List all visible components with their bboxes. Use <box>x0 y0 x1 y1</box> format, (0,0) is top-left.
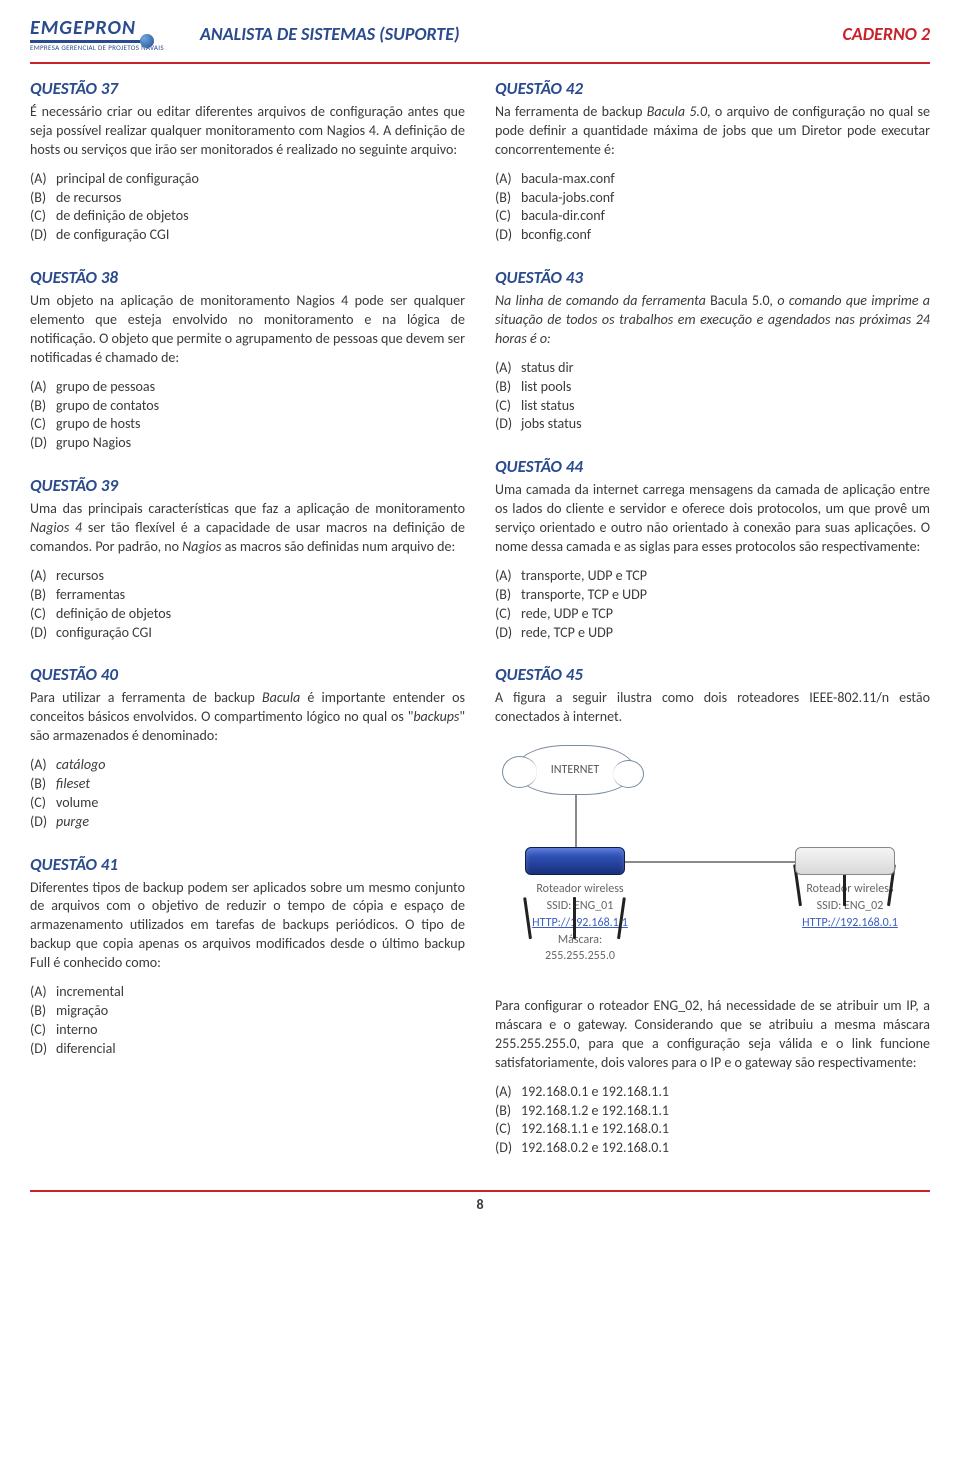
option-d: (D)192.168.0.2 e 192.168.0.1 <box>495 1139 930 1158</box>
question-options: (A)status dir (B)list pools (C)list stat… <box>495 359 930 435</box>
question-options: (A)192.168.0.1 e 192.168.1.1 (B)192.168.… <box>495 1083 930 1159</box>
question-45: QUESTÃO 45 A figura a seguir ilustra com… <box>495 664 930 1158</box>
router-2: Roteador wireless SSID: ENG_02 HTTP://19… <box>795 847 905 931</box>
option-d: (D)bconfig.conf <box>495 226 930 245</box>
question-options: (A)transporte, UDP e TCP (B)transporte, … <box>495 567 930 643</box>
question-options: (A)principal de configuração (B)de recur… <box>30 170 465 246</box>
option-d: (D)configuração CGI <box>30 624 465 643</box>
option-a: (A)transporte, UDP e TCP <box>495 567 930 586</box>
option-a: (A)recursos <box>30 567 465 586</box>
option-b: (B)192.168.1.2 e 192.168.1.1 <box>495 1102 930 1121</box>
question-body: Um objeto na aplicação de monitoramento … <box>30 292 465 368</box>
option-b: (B)list pools <box>495 378 930 397</box>
page-header: EMGEPRON EMPRESA GERENCIAL DE PROJETOS N… <box>30 10 930 64</box>
question-body: Diferentes tipos de backup podem ser apl… <box>30 879 465 973</box>
logo: EMGEPRON EMPRESA GERENCIAL DE PROJETOS N… <box>30 10 170 58</box>
question-body: Na ferramenta de backup Bacula 5.0, o ar… <box>495 103 930 160</box>
question-title: QUESTÃO 37 <box>30 78 465 101</box>
question-body: Uma camada da internet carrega mensagens… <box>495 481 930 557</box>
question-title: QUESTÃO 41 <box>30 854 465 877</box>
question-42: QUESTÃO 42 Na ferramenta de backup Bacul… <box>495 78 930 245</box>
network-diagram: INTERNET Roteador wireless SSID: ENG_01 … <box>495 737 930 987</box>
option-c: (C)de definição de objetos <box>30 207 465 226</box>
logo-swoosh <box>30 40 150 43</box>
header-title-right: CADERNO 2 <box>842 22 930 46</box>
option-a: (A)incremental <box>30 983 465 1002</box>
question-38: QUESTÃO 38 Um objeto na aplicação de mon… <box>30 267 465 453</box>
option-d: (D)jobs status <box>495 415 930 434</box>
question-options: (A)recursos (B)ferramentas (C)definição … <box>30 567 465 643</box>
option-c: (C)rede, UDP e TCP <box>495 605 930 624</box>
page-number: 8 <box>30 1190 930 1215</box>
question-options: (A)catálogo (B)fileset (C)volume (D)purg… <box>30 756 465 832</box>
internet-cloud: INTERNET <box>515 745 635 795</box>
option-a: (A)principal de configuração <box>30 170 465 189</box>
question-body: É necessário criar ou editar diferentes … <box>30 103 465 160</box>
question-body: Para utilizar a ferramenta de backup Bac… <box>30 689 465 746</box>
diagram-line <box>575 795 577 845</box>
option-c: (C)definição de objetos <box>30 605 465 624</box>
question-44: QUESTÃO 44 Uma camada da internet carreg… <box>495 456 930 642</box>
option-b: (B)grupo de contatos <box>30 397 465 416</box>
option-c: (C)volume <box>30 794 465 813</box>
option-d: (D)purge <box>30 813 465 832</box>
option-c: (C)grupo de hosts <box>30 415 465 434</box>
question-title: QUESTÃO 38 <box>30 267 465 290</box>
question-title: QUESTÃO 42 <box>495 78 930 101</box>
question-options: (A)grupo de pessoas (B)grupo de contatos… <box>30 378 465 454</box>
question-body-2: Para configurar o roteador ENG_02, há ne… <box>495 997 930 1073</box>
question-title: QUESTÃO 44 <box>495 456 930 479</box>
option-a: (A)192.168.0.1 e 192.168.1.1 <box>495 1083 930 1102</box>
question-39: QUESTÃO 39 Uma das principais caracterís… <box>30 475 465 642</box>
header-title-left: ANALISTA DE SISTEMAS (SUPORTE) <box>200 22 460 46</box>
question-options: (A)incremental (B)migração (C)interno (D… <box>30 983 465 1059</box>
option-d: (D)grupo Nagios <box>30 434 465 453</box>
question-title: QUESTÃO 43 <box>495 267 930 290</box>
option-b: (B)transporte, TCP e UDP <box>495 586 930 605</box>
question-title: QUESTÃO 45 <box>495 664 930 687</box>
question-options: (A)bacula-max.conf (B)bacula-jobs.conf (… <box>495 170 930 246</box>
option-c: (C)interno <box>30 1021 465 1040</box>
option-d: (D)rede, TCP e UDP <box>495 624 930 643</box>
question-37: QUESTÃO 37 É necessário criar ou editar … <box>30 78 465 245</box>
option-c: (C)bacula-dir.conf <box>495 207 930 226</box>
option-a: (A)catálogo <box>30 756 465 775</box>
option-b: (B)de recursos <box>30 189 465 208</box>
option-b: (B)ferramentas <box>30 586 465 605</box>
option-b: (B)migração <box>30 1002 465 1021</box>
question-40: QUESTÃO 40 Para utilizar a ferramenta de… <box>30 664 465 831</box>
option-d: (D)diferencial <box>30 1040 465 1059</box>
option-a: (A)bacula-max.conf <box>495 170 930 189</box>
diagram-line <box>625 861 795 863</box>
option-a: (A)status dir <box>495 359 930 378</box>
question-body: Na linha de comando da ferramenta Bacula… <box>495 292 930 349</box>
option-c: (C)list status <box>495 397 930 416</box>
right-column: QUESTÃO 42 Na ferramenta de backup Bacul… <box>495 78 930 1180</box>
option-b: (B)bacula-jobs.conf <box>495 189 930 208</box>
question-title: QUESTÃO 39 <box>30 475 465 498</box>
question-title: QUESTÃO 40 <box>30 664 465 687</box>
option-d: (D)de configuração CGI <box>30 226 465 245</box>
question-43: QUESTÃO 43 Na linha de comando da ferram… <box>495 267 930 434</box>
option-c: (C)192.168.1.1 e 192.168.0.1 <box>495 1120 930 1139</box>
question-body: A figura a seguir ilustra como dois rote… <box>495 689 930 727</box>
router-1: Roteador wireless SSID: ENG_01 HTTP://19… <box>525 847 635 965</box>
left-column: QUESTÃO 37 É necessário criar ou editar … <box>30 78 465 1180</box>
question-41: QUESTÃO 41 Diferentes tipos de backup po… <box>30 854 465 1059</box>
question-body: Uma das principais características que f… <box>30 500 465 557</box>
option-a: (A)grupo de pessoas <box>30 378 465 397</box>
option-b: (B)fileset <box>30 775 465 794</box>
